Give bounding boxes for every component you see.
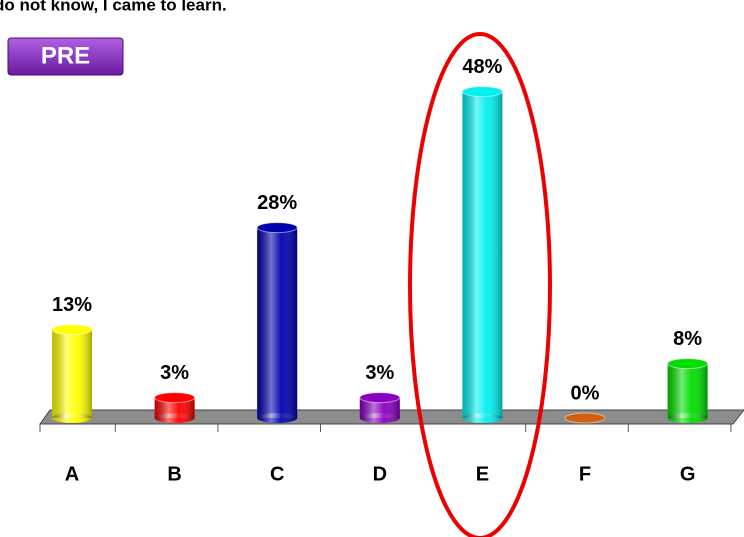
value-label: 13% [52, 294, 92, 316]
bar-shade-base [257, 413, 298, 423]
x-tick-label: G [680, 463, 696, 485]
bar-shade [667, 363, 708, 418]
x-tick-label: F [579, 463, 591, 485]
value-label: 28% [257, 192, 297, 214]
bar-shade-base [154, 413, 195, 423]
badge-box [7, 37, 124, 76]
bar-top [461, 86, 503, 98]
bar-shade-base [52, 413, 92, 423]
value-label: 48% [462, 56, 502, 78]
x-tick-label: C [270, 463, 284, 485]
x-tick-label: B [167, 463, 181, 485]
x-tick-label: D [373, 463, 387, 485]
badge-label: PRE [41, 42, 90, 69]
highlight-ellipse [408, 32, 552, 537]
value-label: 3% [160, 362, 189, 384]
bar-shade [52, 329, 92, 418]
value-label: 3% [365, 362, 394, 384]
bar-top [359, 392, 401, 404]
bar-top [564, 412, 606, 424]
bar-top [154, 392, 196, 404]
bar-shade [462, 91, 503, 418]
x-tick-label: E [476, 463, 489, 485]
bar-shade-base [359, 413, 400, 423]
bar-top [51, 324, 93, 336]
value-label: 0% [571, 382, 600, 404]
chart-title: do not know, I came to learn. [0, 0, 227, 14]
bar-shade [257, 227, 298, 418]
bar-shade-base [667, 413, 708, 423]
bar-top [667, 358, 709, 370]
value-label: 8% [673, 328, 702, 350]
x-tick-label: A [65, 463, 79, 485]
bar-top [256, 222, 298, 234]
bar-shade [154, 397, 195, 418]
bar-shade-base [462, 413, 503, 423]
bar-shade [359, 397, 400, 418]
